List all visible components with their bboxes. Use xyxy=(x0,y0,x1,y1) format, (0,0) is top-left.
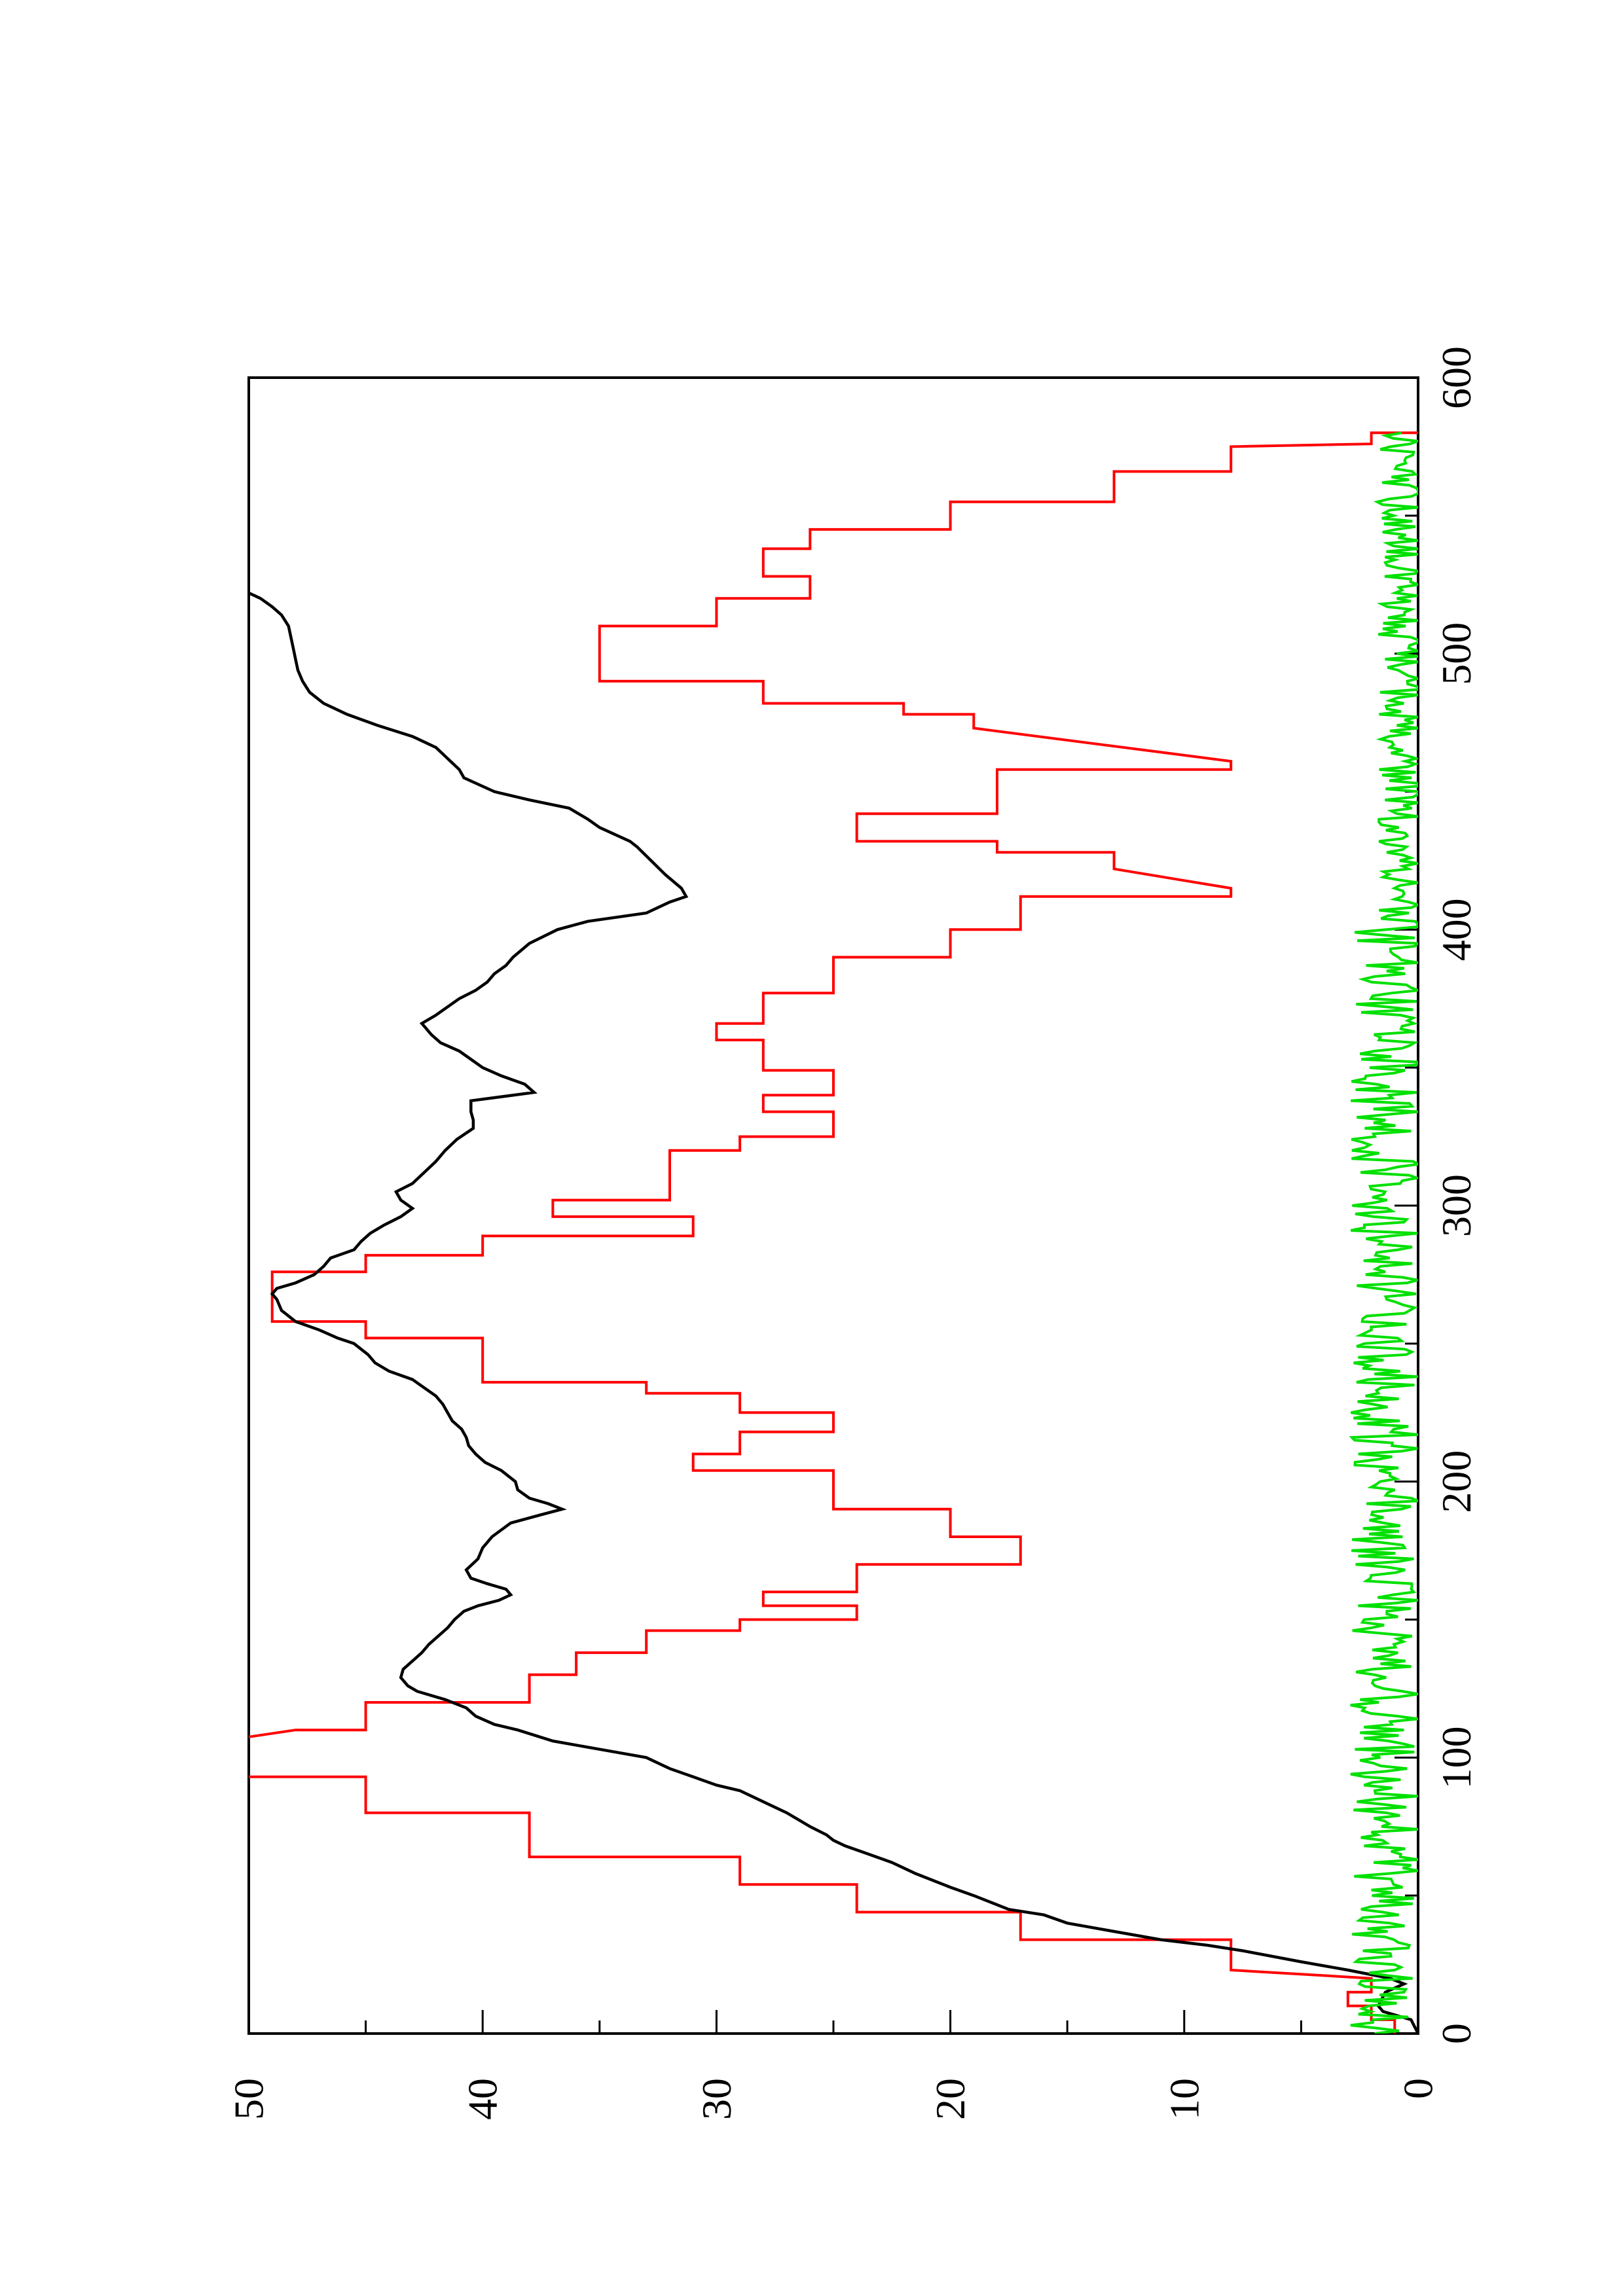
y-tick-label: 40 xyxy=(460,2078,506,2120)
tick-labels: 0 100 200 300 400 500 600 0 10 20 30 40 50 xyxy=(226,346,1480,2120)
x-tick-label: 300 xyxy=(1433,1174,1480,1237)
x-tick-label: 600 xyxy=(1433,346,1480,409)
y-tick-label: 30 xyxy=(693,2078,740,2120)
x-tick-label: 200 xyxy=(1433,1450,1480,1513)
y-tick-label: 20 xyxy=(927,2078,974,2120)
y-tick-label: 10 xyxy=(1161,2078,1207,2120)
y-tick-label: 0 xyxy=(1395,2078,1442,2099)
series-line-3 xyxy=(1349,431,1418,2034)
x-tick-label: 100 xyxy=(1433,1726,1480,1789)
x-tick-label: 400 xyxy=(1433,898,1480,961)
series-layer xyxy=(249,431,1418,2034)
axis-ticks xyxy=(247,376,1419,2035)
x-tick-label: 500 xyxy=(1433,622,1480,685)
plot-frame xyxy=(247,376,1419,2035)
x-tick-label: 0 xyxy=(1433,2023,1480,2044)
y-tick-label: 50 xyxy=(226,2078,272,2120)
series-line-1 xyxy=(249,431,1418,2034)
series-line-2 xyxy=(249,590,1418,2034)
